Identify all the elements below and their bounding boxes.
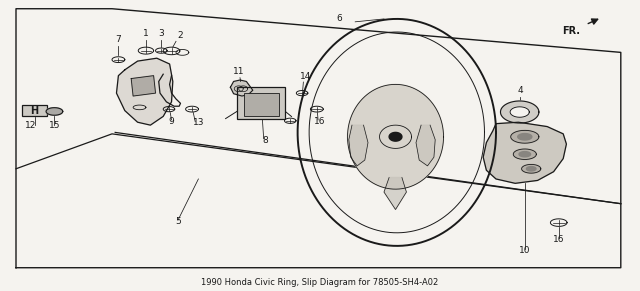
Polygon shape — [389, 132, 402, 141]
Text: 1: 1 — [143, 29, 148, 38]
Polygon shape — [513, 149, 536, 159]
Polygon shape — [131, 76, 156, 96]
Text: 11: 11 — [233, 67, 244, 76]
Text: 8: 8 — [263, 136, 268, 145]
Text: 16: 16 — [553, 235, 564, 244]
Polygon shape — [510, 107, 529, 117]
Text: 10: 10 — [519, 246, 531, 255]
Text: 4: 4 — [518, 86, 523, 95]
Polygon shape — [511, 130, 539, 143]
Polygon shape — [348, 84, 444, 189]
Polygon shape — [522, 164, 541, 173]
Text: 3: 3 — [159, 29, 164, 38]
Polygon shape — [483, 122, 566, 183]
Text: 14: 14 — [300, 72, 312, 81]
Text: 15: 15 — [49, 121, 60, 130]
Text: 12: 12 — [25, 121, 36, 130]
Text: H: H — [31, 106, 38, 116]
Polygon shape — [519, 152, 531, 157]
Text: 1990 Honda Civic Ring, Slip Diagram for 78505-SH4-A02: 1990 Honda Civic Ring, Slip Diagram for … — [202, 278, 438, 287]
Text: 13: 13 — [193, 118, 204, 127]
Text: 6: 6 — [337, 15, 342, 23]
Bar — [22, 105, 47, 116]
Polygon shape — [527, 167, 536, 171]
Text: FR.: FR. — [563, 26, 580, 36]
Bar — [237, 87, 285, 119]
Polygon shape — [116, 58, 173, 125]
Polygon shape — [349, 125, 368, 166]
Polygon shape — [384, 178, 406, 210]
Polygon shape — [416, 125, 435, 166]
Text: 16: 16 — [314, 117, 326, 126]
Polygon shape — [230, 80, 253, 96]
Text: 2: 2 — [178, 31, 183, 40]
Polygon shape — [518, 134, 532, 140]
Text: 5: 5 — [175, 217, 180, 226]
Bar — [244, 93, 279, 116]
Text: 9: 9 — [169, 117, 174, 126]
Text: 7: 7 — [116, 35, 121, 44]
Polygon shape — [500, 101, 539, 123]
Polygon shape — [46, 108, 63, 115]
